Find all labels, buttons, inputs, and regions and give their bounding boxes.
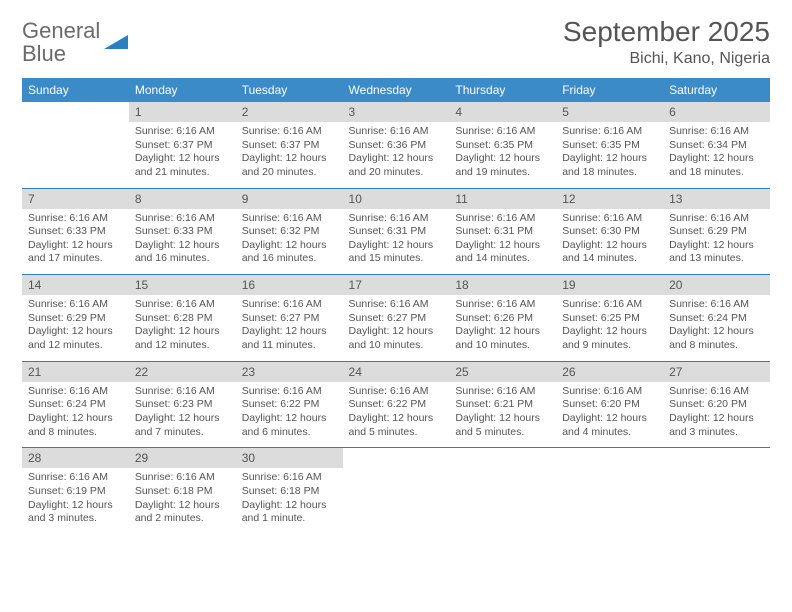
daynum-cell: 7 xyxy=(22,189,129,209)
day-info-cell: Sunrise: 6:16 AMSunset: 6:22 PMDaylight:… xyxy=(343,382,450,448)
dow-header-cell: Saturday xyxy=(663,78,770,102)
daynum-cell: 1 xyxy=(129,102,236,122)
day-info-cell xyxy=(449,468,556,534)
day-info-cell: Sunrise: 6:16 AMSunset: 6:24 PMDaylight:… xyxy=(663,295,770,361)
dow-header-cell: Tuesday xyxy=(236,78,343,102)
daynum-cell xyxy=(663,448,770,468)
daynum-row: 21222324252627 xyxy=(22,362,770,382)
daynum-cell xyxy=(556,448,663,468)
daynum-cell xyxy=(449,448,556,468)
dow-header-cell: Wednesday xyxy=(343,78,450,102)
info-row: Sunrise: 6:16 AMSunset: 6:24 PMDaylight:… xyxy=(22,382,770,448)
day-info-cell xyxy=(663,468,770,534)
calendar-table: SundayMondayTuesdayWednesdayThursdayFrid… xyxy=(22,78,770,534)
day-info-cell xyxy=(343,468,450,534)
dow-header-cell: Thursday xyxy=(449,78,556,102)
day-info-cell: Sunrise: 6:16 AMSunset: 6:36 PMDaylight:… xyxy=(343,122,450,188)
location-label: Bichi, Kano, Nigeria xyxy=(563,50,770,68)
day-info-cell: Sunrise: 6:16 AMSunset: 6:20 PMDaylight:… xyxy=(556,382,663,448)
daynum-row: 123456 xyxy=(22,102,770,122)
daynum-cell: 20 xyxy=(663,275,770,295)
day-info-cell: Sunrise: 6:16 AMSunset: 6:22 PMDaylight:… xyxy=(236,382,343,448)
brand-triangle-icon xyxy=(104,33,132,53)
daynum-row: 14151617181920 xyxy=(22,275,770,295)
day-info-cell: Sunrise: 6:16 AMSunset: 6:29 PMDaylight:… xyxy=(22,295,129,361)
day-info-cell: Sunrise: 6:16 AMSunset: 6:29 PMDaylight:… xyxy=(663,209,770,275)
day-info-cell: Sunrise: 6:16 AMSunset: 6:24 PMDaylight:… xyxy=(22,382,129,448)
daynum-cell: 15 xyxy=(129,275,236,295)
info-row: Sunrise: 6:16 AMSunset: 6:29 PMDaylight:… xyxy=(22,295,770,361)
day-info-cell: Sunrise: 6:16 AMSunset: 6:26 PMDaylight:… xyxy=(449,295,556,361)
day-info-cell: Sunrise: 6:16 AMSunset: 6:25 PMDaylight:… xyxy=(556,295,663,361)
day-info-cell: Sunrise: 6:16 AMSunset: 6:32 PMDaylight:… xyxy=(236,209,343,275)
daynum-cell: 30 xyxy=(236,448,343,468)
daynum-cell: 29 xyxy=(129,448,236,468)
daynum-cell: 13 xyxy=(663,189,770,209)
daynum-cell: 12 xyxy=(556,189,663,209)
day-info-cell: Sunrise: 6:16 AMSunset: 6:34 PMDaylight:… xyxy=(663,122,770,188)
daynum-cell: 10 xyxy=(343,189,450,209)
day-info-cell xyxy=(22,122,129,188)
month-title: September 2025 xyxy=(563,16,770,48)
daynum-cell: 9 xyxy=(236,189,343,209)
day-info-cell: Sunrise: 6:16 AMSunset: 6:31 PMDaylight:… xyxy=(449,209,556,275)
daynum-row: 78910111213 xyxy=(22,189,770,209)
daynum-cell: 22 xyxy=(129,362,236,382)
header: General Blue September 2025 Bichi, Kano,… xyxy=(22,16,770,68)
day-info-cell: Sunrise: 6:16 AMSunset: 6:23 PMDaylight:… xyxy=(129,382,236,448)
day-info-cell: Sunrise: 6:16 AMSunset: 6:33 PMDaylight:… xyxy=(129,209,236,275)
daynum-cell: 6 xyxy=(663,102,770,122)
daynum-cell: 3 xyxy=(343,102,450,122)
daynum-cell: 25 xyxy=(449,362,556,382)
day-info-cell: Sunrise: 6:16 AMSunset: 6:33 PMDaylight:… xyxy=(22,209,129,275)
info-row: Sunrise: 6:16 AMSunset: 6:37 PMDaylight:… xyxy=(22,122,770,188)
daynum-cell xyxy=(343,448,450,468)
day-info-cell: Sunrise: 6:16 AMSunset: 6:37 PMDaylight:… xyxy=(129,122,236,188)
daynum-cell: 19 xyxy=(556,275,663,295)
daynum-row: 282930 xyxy=(22,448,770,468)
info-row: Sunrise: 6:16 AMSunset: 6:33 PMDaylight:… xyxy=(22,209,770,275)
day-info-cell: Sunrise: 6:16 AMSunset: 6:18 PMDaylight:… xyxy=(129,468,236,534)
daynum-cell: 5 xyxy=(556,102,663,122)
daynum-cell xyxy=(22,102,129,122)
info-row: Sunrise: 6:16 AMSunset: 6:19 PMDaylight:… xyxy=(22,468,770,534)
brand-text: General Blue xyxy=(22,20,100,66)
daynum-cell: 14 xyxy=(22,275,129,295)
day-info-cell: Sunrise: 6:16 AMSunset: 6:28 PMDaylight:… xyxy=(129,295,236,361)
day-info-cell: Sunrise: 6:16 AMSunset: 6:27 PMDaylight:… xyxy=(343,295,450,361)
daynum-cell: 24 xyxy=(343,362,450,382)
day-info-cell: Sunrise: 6:16 AMSunset: 6:20 PMDaylight:… xyxy=(663,382,770,448)
day-info-cell: Sunrise: 6:16 AMSunset: 6:31 PMDaylight:… xyxy=(343,209,450,275)
brand-logo: General Blue xyxy=(22,20,132,66)
day-info-cell xyxy=(556,468,663,534)
day-info-cell: Sunrise: 6:16 AMSunset: 6:30 PMDaylight:… xyxy=(556,209,663,275)
dow-header-row: SundayMondayTuesdayWednesdayThursdayFrid… xyxy=(22,78,770,102)
day-info-cell: Sunrise: 6:16 AMSunset: 6:18 PMDaylight:… xyxy=(236,468,343,534)
daynum-cell: 28 xyxy=(22,448,129,468)
daynum-cell: 11 xyxy=(449,189,556,209)
day-info-cell: Sunrise: 6:16 AMSunset: 6:35 PMDaylight:… xyxy=(449,122,556,188)
daynum-cell: 4 xyxy=(449,102,556,122)
daynum-cell: 21 xyxy=(22,362,129,382)
daynum-cell: 8 xyxy=(129,189,236,209)
dow-header-cell: Friday xyxy=(556,78,663,102)
daynum-cell: 27 xyxy=(663,362,770,382)
day-info-cell: Sunrise: 6:16 AMSunset: 6:35 PMDaylight:… xyxy=(556,122,663,188)
daynum-cell: 18 xyxy=(449,275,556,295)
brand-part1: General xyxy=(22,18,100,43)
calendar-page: General Blue September 2025 Bichi, Kano,… xyxy=(0,0,792,534)
daynum-cell: 16 xyxy=(236,275,343,295)
daynum-cell: 17 xyxy=(343,275,450,295)
brand-part2: Blue xyxy=(22,41,66,66)
day-info-cell: Sunrise: 6:16 AMSunset: 6:19 PMDaylight:… xyxy=(22,468,129,534)
title-block: September 2025 Bichi, Kano, Nigeria xyxy=(563,16,770,68)
daynum-cell: 26 xyxy=(556,362,663,382)
dow-header-cell: Sunday xyxy=(22,78,129,102)
daynum-cell: 2 xyxy=(236,102,343,122)
day-info-cell: Sunrise: 6:16 AMSunset: 6:21 PMDaylight:… xyxy=(449,382,556,448)
day-info-cell: Sunrise: 6:16 AMSunset: 6:27 PMDaylight:… xyxy=(236,295,343,361)
dow-header-cell: Monday xyxy=(129,78,236,102)
day-info-cell: Sunrise: 6:16 AMSunset: 6:37 PMDaylight:… xyxy=(236,122,343,188)
daynum-cell: 23 xyxy=(236,362,343,382)
